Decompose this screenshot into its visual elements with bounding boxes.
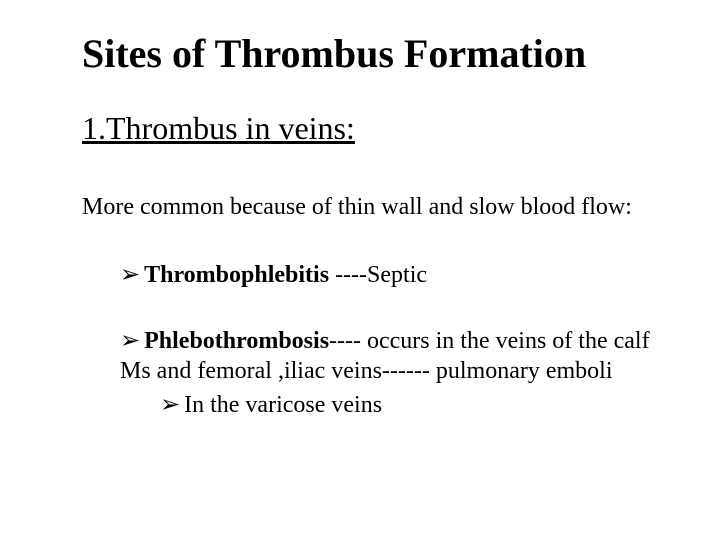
bullet-2-sub-text: In the varicose veins — [184, 392, 382, 418]
bullet-1-term: Thrombophlebitis — [144, 262, 329, 288]
bullet-1-rest: ----Septic — [329, 262, 427, 288]
section-heading: 1.Thrombus in veins: — [82, 110, 355, 147]
bullet-2-sub: ➢In the varicose veins — [160, 390, 660, 420]
intro-text: More common because of thin wall and slo… — [82, 194, 632, 221]
bullet-arrow-icon: ➢ — [160, 390, 180, 420]
bullet-2-term: Phlebothrombosis — [144, 328, 329, 354]
bullet-2: ➢Phlebothrombosis---- occurs in the vein… — [120, 326, 660, 420]
bullet-1: ➢Thrombophlebitis ----Septic — [120, 260, 660, 290]
bullet-arrow-icon: ➢ — [120, 260, 140, 290]
bullet-arrow-icon: ➢ — [120, 326, 140, 356]
slide-title: Sites of Thrombus Formation — [82, 30, 586, 77]
slide: Sites of Thrombus Formation 1.Thrombus i… — [0, 0, 720, 540]
